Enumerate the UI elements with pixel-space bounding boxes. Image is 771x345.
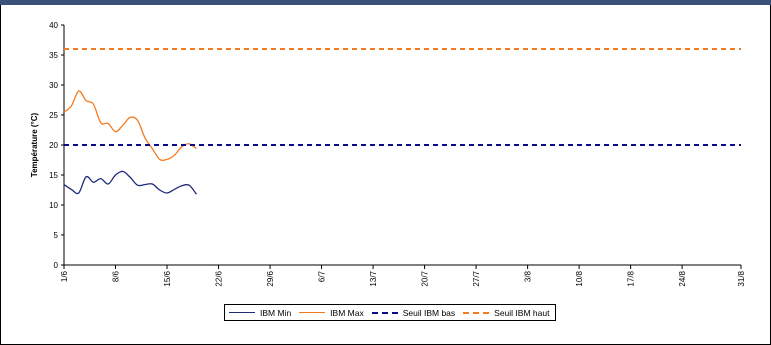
x-tick-label: 20/7 [421, 270, 430, 286]
legend-item-seuil-haut: Seuil IBM haut [463, 308, 549, 318]
x-tick-label: 22/6 [215, 270, 224, 286]
series-line-ibm-max [63, 90, 197, 162]
x-tick-label: 3/8 [524, 270, 533, 282]
top-accent-bar [0, 0, 771, 5]
x-tick-label: 10/8 [575, 270, 584, 286]
x-tick-label: 1/6 [60, 270, 69, 282]
legend-swatch-ibm-min [229, 312, 255, 313]
x-tick-label: 17/8 [627, 270, 636, 286]
x-tick-label: 29/6 [266, 270, 275, 286]
x-tick-label: 31/8 [737, 270, 746, 286]
series-lines [63, 48, 741, 195]
series-line-ibm-min [63, 170, 197, 195]
y-tick-label: 0 [54, 261, 59, 270]
chart-axes [61, 24, 742, 269]
y-tick-label: 10 [49, 201, 58, 210]
y-tick-label: 20 [49, 141, 58, 150]
legend-swatch-seuil-bas [371, 311, 398, 314]
legend-label-seuil-bas: Seuil IBM bas [402, 307, 456, 318]
legend-label-seuil-haut: Seuil IBM haut [494, 307, 550, 318]
y-tick-label: 40 [49, 21, 58, 30]
y-tick-label: 25 [49, 111, 58, 120]
x-tick-label: 6/7 [318, 270, 327, 282]
legend-label-ibm-min: IBM Min [260, 307, 292, 318]
x-tick-label: 15/6 [163, 270, 172, 286]
x-tick-label: 24/8 [678, 270, 687, 286]
legend-item-ibm-max: IBM Max [299, 308, 364, 318]
legend: IBM Min IBM Max Seuil IBM bas Seuil IBM … [224, 304, 557, 321]
x-tick-label: 27/7 [472, 270, 481, 286]
y-tick-label: 15 [49, 171, 58, 180]
x-tick-label: 13/7 [369, 270, 378, 286]
legend-label-ibm-max: IBM Max [330, 307, 364, 318]
x-tick-label: 8/6 [112, 270, 121, 282]
y-tick-label: 35 [49, 51, 58, 60]
y-tick-label: 30 [49, 81, 58, 90]
legend-item-seuil-bas: Seuil IBM bas [371, 307, 456, 318]
legend-swatch-ibm-max [299, 312, 326, 313]
legend-swatch-seuil-haut [463, 311, 490, 314]
y-axis-label: Température (°C) [30, 112, 39, 177]
y-tick-labels: 0 5 10 15 20 25 30 35 40 [49, 21, 58, 270]
x-tick-labels: 1/6 8/6 15/6 22/6 29/6 6/7 13/7 20/7 27/7 3/8 10/8… [60, 270, 746, 286]
legend-item-ibm-min: IBM Min [229, 308, 291, 318]
y-tick-label: 5 [54, 231, 59, 240]
